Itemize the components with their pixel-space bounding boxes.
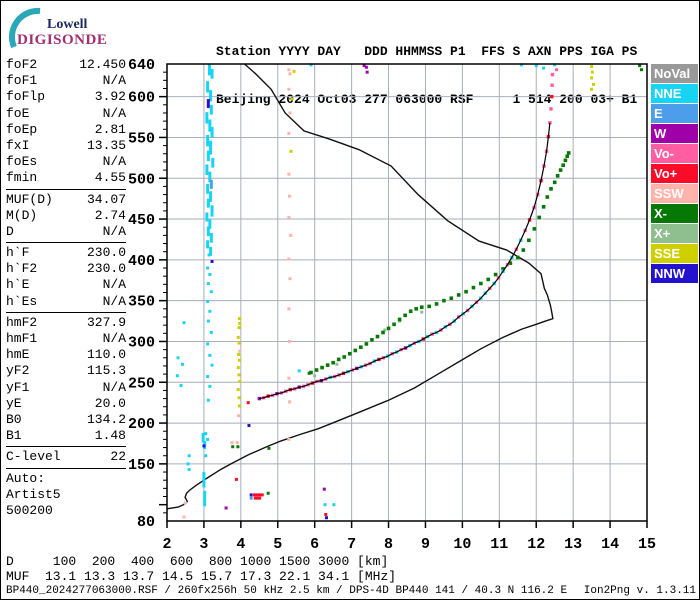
panel-divider <box>6 311 126 313</box>
svg-text:640: 640 <box>128 57 155 74</box>
svg-text:2: 2 <box>162 536 171 553</box>
param-row-clevel: C-level 22 <box>6 449 126 465</box>
param-note: Artist5 <box>6 486 61 502</box>
logo-digisonde-text: DIGISONDE <box>17 32 108 48</box>
plot-border <box>166 63 648 522</box>
svg-text:250: 250 <box>128 375 155 392</box>
svg-text:13: 13 <box>564 536 582 553</box>
param-row-hme: hmE 110.0 <box>6 347 126 363</box>
param-note: 500200 <box>6 502 53 518</box>
svg-text:15: 15 <box>638 536 656 553</box>
svg-text:350: 350 <box>128 294 155 311</box>
param-row-mufd: MUF(D) 34.07 <box>6 191 126 207</box>
param-row-fxi: fxI 13.35 <box>6 137 126 153</box>
svg-text:14: 14 <box>601 536 619 553</box>
svg-text:300: 300 <box>128 334 155 351</box>
svg-text:5: 5 <box>273 536 282 553</box>
param-row-md: M(D) 2.74 <box>6 207 126 223</box>
x-mode-trace <box>309 151 571 375</box>
svg-text:12: 12 <box>527 536 545 553</box>
legend-item-nnw: NNW <box>651 264 698 283</box>
param-row-hmf2: hmF2 327.9 <box>6 314 126 330</box>
svg-text:11: 11 <box>490 536 508 553</box>
svg-text:500: 500 <box>128 171 155 188</box>
svg-text:600: 600 <box>128 90 155 107</box>
panel-divider <box>6 242 126 244</box>
param-row-fmin: fmin 4.55 <box>6 170 126 186</box>
footer-program-version: Ion2Png v. 1.3.11 <box>583 585 696 597</box>
x-axis: 2 3 4 5 6 7 8 9 10 11 12 13 14 15 <box>162 521 656 553</box>
svg-text:9: 9 <box>421 536 430 553</box>
param-row-foep: foEp 2.81 <box>6 121 126 137</box>
param-row-foflp: foFlp 3.92 <box>6 89 126 105</box>
param-row-ye: yE 20.0 <box>6 395 126 411</box>
legend-item-nne: NNE <box>651 84 698 103</box>
legend-item-vo: Vo+ <box>651 164 698 183</box>
svg-text:80: 80 <box>137 514 155 531</box>
svg-text:400: 400 <box>128 253 155 270</box>
param-row-hes: h`Es N/A <box>6 293 126 309</box>
param-row-yf2: yF2 115.3 <box>6 363 126 379</box>
svg-text:8: 8 <box>384 536 393 553</box>
panel-divider <box>6 446 126 448</box>
noise-points <box>175 63 643 520</box>
svg-text:150: 150 <box>128 457 155 474</box>
header-line-1: Station YYYY DAY DDD HHMMSS P1 FFS S AXN… <box>216 44 638 59</box>
param-row-hf: h`F 230.0 <box>6 245 126 261</box>
footer-measurement-info: BP440_2024277063000.RSF / 260fx256h 50 k… <box>6 585 568 597</box>
legend-item-noval: NoVal <box>651 64 698 83</box>
distance-row: D 100 200 400 600 800 1000 1500 3000 [km… <box>6 554 389 569</box>
param-row-fof1: foF1 N/A <box>6 73 126 89</box>
svg-text:200: 200 <box>128 416 155 433</box>
fitted-trace-line <box>259 122 551 400</box>
grid <box>167 64 647 521</box>
param-row-b0: B0 134.2 <box>6 411 126 427</box>
station-header: Station YYYY DAY DDD HHMMSS P1 FFS S AXN… <box>216 12 637 140</box>
param-row-d: D N/A <box>6 223 126 239</box>
muf-distance-table: D 100 200 400 600 800 1000 1500 3000 [km… <box>6 554 396 584</box>
legend-item-vo: Vo- <box>651 144 698 163</box>
o-mode-trace <box>257 72 555 401</box>
lowell-digisonde-logo: Lowell DIGISONDE <box>7 5 167 55</box>
logo-lowell-text: Lowell <box>47 17 88 32</box>
panel-divider <box>6 467 126 469</box>
doppler-legend: NoVal NNE E W Vo- Vo+ SSW X- X+ SSE NNW <box>651 64 698 284</box>
profile-curve <box>166 63 554 510</box>
legend-item-x: X+ <box>651 224 698 243</box>
legend-item-e: E <box>651 104 698 123</box>
legend-item-w: W <box>651 124 698 143</box>
logo-arc-icon <box>9 7 41 49</box>
svg-text:6: 6 <box>310 536 319 553</box>
param-row-b1: B1 1.48 <box>6 428 126 444</box>
parameter-panel: foF2 12.450 foF1 N/A foFlp 3.92 foE N/A foEp 2.81… <box>6 57 126 519</box>
svg-text:4: 4 <box>236 536 245 553</box>
legend-item-x: X- <box>651 204 698 223</box>
svg-text:10: 10 <box>453 536 471 553</box>
param-row-yf1: yF1 N/A <box>6 379 126 395</box>
param-row-hf2: h`F2 230.0 <box>6 261 126 277</box>
svg-text:7: 7 <box>347 536 356 553</box>
header-line-2: Beijing 2024 Oct03 277 063000 RSF 1 514 … <box>216 92 638 107</box>
param-row-hmf1: hmF1 N/A <box>6 331 126 346</box>
y-axis: 80 150 200 250 300 350 400 450 500 550 600 640 <box>128 57 167 531</box>
panel-divider <box>6 188 126 190</box>
muf-row: MUF 13.1 13.3 13.7 14.5 15.7 17.3 22.1 3… <box>6 569 397 584</box>
svg-text:550: 550 <box>128 130 155 147</box>
legend-item-ssw: SSW <box>651 184 698 203</box>
param-row-foes: foEs N/A <box>6 154 126 170</box>
param-note: Auto: <box>6 470 46 486</box>
param-row-foe: foE N/A <box>6 105 126 121</box>
param-row-fof2: foF2 12.450 <box>6 57 126 72</box>
svg-text:3: 3 <box>199 536 208 553</box>
svg-text:450: 450 <box>128 212 155 229</box>
param-row-he: h`E N/A <box>6 277 126 293</box>
legend-item-sse: SSE <box>651 244 698 263</box>
